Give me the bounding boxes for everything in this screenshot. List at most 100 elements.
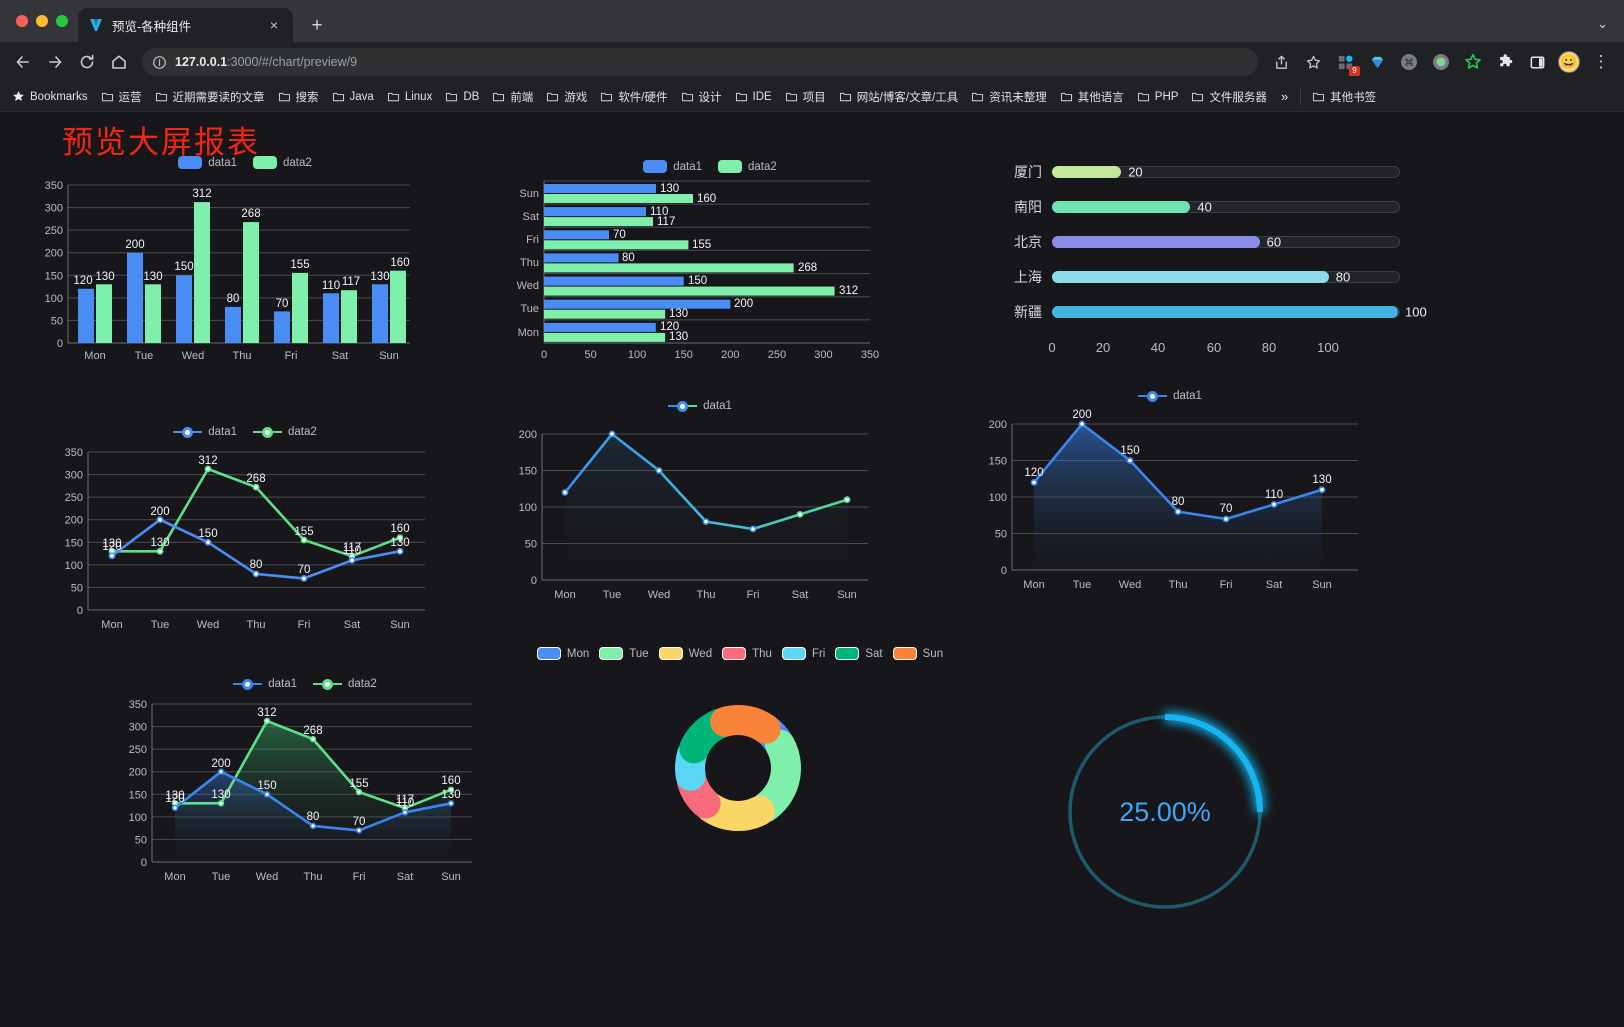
x-tick-labels: Mon Tue Wed Thu Fri Sat Sun <box>84 350 398 362</box>
svg-text:120: 120 <box>165 793 184 805</box>
address-bar[interactable]: 127.0.0.1:3000/#/chart/preview/9 <box>142 48 1258 76</box>
sidebar-toggle-icon[interactable] <box>1522 47 1552 77</box>
progress-label: 厦门 <box>1014 164 1042 180</box>
legend-item-data1[interactable]: data1 <box>173 426 237 438</box>
new-tab-button[interactable]: + <box>311 14 323 36</box>
donut-segments[interactable] <box>675 705 801 831</box>
legend-item-tue[interactable]: Tue <box>599 647 649 660</box>
bookmark-folder-3[interactable]: Java <box>326 87 380 106</box>
other-bookmarks-folder[interactable]: 其他书签 <box>1306 86 1382 108</box>
bookmark-folder-13[interactable]: 资讯未整理 <box>965 86 1053 108</box>
legend-label-data1: data1 <box>1173 390 1202 402</box>
progress-track[interactable]: 20 <box>1052 165 1400 180</box>
progress-row[interactable]: 新疆 100 <box>1000 302 1427 322</box>
legend-item-fri[interactable]: Fri <box>781 647 825 660</box>
svg-text:Sat: Sat <box>397 871 414 883</box>
bookmark-label: 文件服务器 <box>1209 91 1267 104</box>
chart-area-two-series[interactable]: 350 300 250 200 150 100 50 0 <box>90 690 510 895</box>
svg-text:50: 50 <box>525 539 537 551</box>
close-window-button[interactable] <box>16 15 28 27</box>
legend-item-data1[interactable]: data1 <box>643 160 702 173</box>
legend-item-data2[interactable]: data2 <box>253 426 317 438</box>
maximize-window-button[interactable] <box>56 15 68 27</box>
bookmarks-manager-entry[interactable]: Bookmarks <box>6 87 94 106</box>
info-icon[interactable] <box>152 55 167 70</box>
svg-text:150: 150 <box>65 537 83 549</box>
chart-line-gradient[interactable]: 200 150 100 50 0 Mon Tu <box>500 412 900 622</box>
bookmark-folder-15[interactable]: PHP <box>1131 87 1185 106</box>
green-star-icon[interactable] <box>1458 47 1488 77</box>
bookmark-folder-4[interactable]: Linux <box>381 87 439 106</box>
legend-item-sat[interactable]: Sat <box>835 647 883 660</box>
profile-avatar[interactable]: 😀 <box>1554 47 1584 77</box>
legend-item-wed[interactable]: Wed <box>658 647 712 660</box>
svg-text:200: 200 <box>989 419 1007 431</box>
dashboard-page: 预览大屏报表 data1 data2 <box>0 112 1624 1027</box>
bookmark-star-icon[interactable] <box>1298 47 1328 77</box>
green-circle-icon[interactable] <box>1426 47 1456 77</box>
bookmark-folder-8[interactable]: 软件/硬件 <box>594 86 673 108</box>
svg-text:200: 200 <box>125 239 144 251</box>
legend-item-sun[interactable]: Sun <box>892 647 943 660</box>
home-button[interactable] <box>104 47 134 77</box>
chart-area-single[interactable]: 200 150 100 50 0 120 200 <box>960 402 1380 612</box>
progress-row[interactable]: 上海 80 <box>1000 267 1400 287</box>
bookmarks-overflow-button[interactable]: » <box>1280 89 1289 104</box>
legend-item-data1[interactable]: data1 <box>178 156 237 169</box>
bookmark-folder-16[interactable]: 文件服务器 <box>1185 86 1273 108</box>
legend-item-thu[interactable]: Thu <box>722 647 772 660</box>
bookmark-folder-10[interactable]: IDE <box>729 87 778 106</box>
bookmark-folder-7[interactable]: 游戏 <box>540 86 593 108</box>
progress-row[interactable]: 厦门 20 <box>1000 162 1400 182</box>
chart-gauge[interactable]: 25.00% <box>1040 687 1290 937</box>
bookmark-folder-9[interactable]: 设计 <box>675 86 728 108</box>
legend-bar-horizontal: data1 data2 <box>500 152 920 173</box>
puzzle-extension-icon[interactable] <box>1490 47 1520 77</box>
legend-item-data1[interactable]: data1 <box>233 678 297 690</box>
browser-tab[interactable]: 预览-各种组件 × <box>78 8 293 42</box>
bookmark-folder-1[interactable]: 近期需要读的文章 <box>149 86 271 108</box>
legend-item-data2[interactable]: data2 <box>718 160 777 173</box>
legend-item-data2[interactable]: data2 <box>313 678 377 690</box>
svg-text:130: 130 <box>441 789 460 801</box>
reload-button[interactable] <box>72 47 102 77</box>
legend-item-data1[interactable]: data1 <box>668 400 732 412</box>
extensions-grid-icon[interactable]: 9 <box>1330 47 1360 77</box>
progress-track[interactable]: 60 <box>1052 235 1400 250</box>
close-tab-button[interactable]: × <box>269 17 279 33</box>
share-icon[interactable] <box>1266 47 1296 77</box>
tab-strip: 预览-各种组件 × + ⌄ <box>0 0 1624 42</box>
bookmark-folder-6[interactable]: 前端 <box>486 86 539 108</box>
legend-swatch-tue <box>599 647 624 660</box>
legend-item-data1[interactable]: data1 <box>1138 390 1202 402</box>
diamond-icon[interactable] <box>1362 47 1392 77</box>
bookmark-folder-12[interactable]: 网站/博客/文章/工具 <box>833 86 965 108</box>
chevron-down-icon[interactable]: ⌄ <box>1597 16 1608 31</box>
legend-item-data2[interactable]: data2 <box>253 156 312 169</box>
chart-line-two-series[interactable]: 350 300 250 200 150 100 50 0 <box>30 438 450 643</box>
progress-row[interactable]: 北京 60 <box>1000 232 1400 252</box>
panel-donut: Mon Tue Wed Thu <box>520 637 960 897</box>
progress-fill <box>1052 201 1191 213</box>
bookmark-folder-0[interactable]: 运营 <box>95 86 148 108</box>
chart-bar-vertical[interactable]: 350 300 250 200 150 100 50 0 <box>20 169 470 369</box>
back-button[interactable] <box>8 47 38 77</box>
bookmark-folder-2[interactable]: 搜索 <box>272 86 325 108</box>
forward-button[interactable] <box>40 47 70 77</box>
chart-bar-horizontal[interactable]: 130 160 110 117 70 155 80 268 150 312 20… <box>500 173 900 373</box>
svg-text:Fri: Fri <box>353 871 366 883</box>
svg-text:Mon: Mon <box>164 871 185 883</box>
progress-row[interactable]: 南阳 40 <box>1000 197 1400 217</box>
donut-segment-wed <box>675 705 801 831</box>
bookmark-folder-5[interactable]: DB <box>439 87 485 106</box>
chart-donut[interactable] <box>520 666 960 876</box>
legend-item-mon[interactable]: Mon <box>536 647 589 660</box>
bookmark-folder-14[interactable]: 其他语言 <box>1054 86 1130 108</box>
browser-menu-button[interactable]: ⋮ <box>1592 52 1610 71</box>
progress-track[interactable]: 80 <box>1052 270 1400 285</box>
progress-track[interactable]: 100 <box>1052 305 1427 320</box>
progress-track[interactable]: 40 <box>1052 200 1400 215</box>
command-icon[interactable]: ⌘ <box>1394 47 1424 77</box>
minimize-window-button[interactable] <box>36 15 48 27</box>
bookmark-folder-11[interactable]: 项目 <box>779 86 832 108</box>
